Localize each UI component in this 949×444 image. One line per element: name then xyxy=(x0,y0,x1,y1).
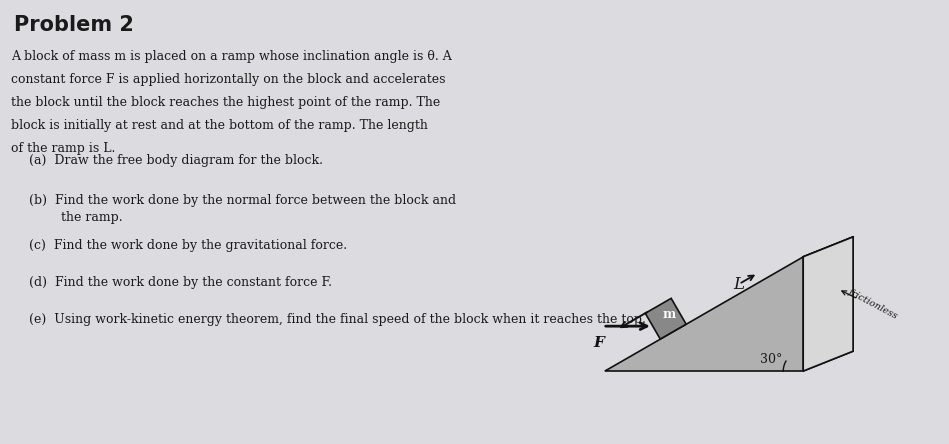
Text: of the ramp is L.: of the ramp is L. xyxy=(11,142,116,155)
Text: (e)  Using work-kinetic energy theorem, find the final speed of the block when i: (e) Using work-kinetic energy theorem, f… xyxy=(29,313,646,326)
Polygon shape xyxy=(803,237,853,371)
Text: frictionless: frictionless xyxy=(847,287,899,321)
Text: 30°: 30° xyxy=(760,353,783,366)
Polygon shape xyxy=(803,237,853,371)
Text: F: F xyxy=(593,336,605,350)
Text: m: m xyxy=(662,308,676,321)
Text: L: L xyxy=(734,276,744,293)
Text: Problem 2: Problem 2 xyxy=(14,15,134,36)
Polygon shape xyxy=(645,298,686,339)
Text: A block of mass m is placed on a ramp whose inclination angle is θ. A: A block of mass m is placed on a ramp wh… xyxy=(11,50,452,63)
Text: (c)  Find the work done by the gravitational force.: (c) Find the work done by the gravitatio… xyxy=(29,239,347,252)
Text: (b)  Find the work done by the normal force between the block and
        the ra: (b) Find the work done by the normal for… xyxy=(29,194,456,224)
Text: block is initially at rest and at the bottom of the ramp. The length: block is initially at rest and at the bo… xyxy=(11,119,428,132)
Polygon shape xyxy=(605,257,803,371)
Text: the block until the block reaches the highest point of the ramp. The: the block until the block reaches the hi… xyxy=(11,96,440,109)
Text: constant force F is applied horizontally on the block and accelerates: constant force F is applied horizontally… xyxy=(11,73,446,86)
Text: (d)  Find the work done by the constant force F.: (d) Find the work done by the constant f… xyxy=(29,276,332,289)
Text: (a)  Draw the free body diagram for the block.: (a) Draw the free body diagram for the b… xyxy=(29,155,324,167)
